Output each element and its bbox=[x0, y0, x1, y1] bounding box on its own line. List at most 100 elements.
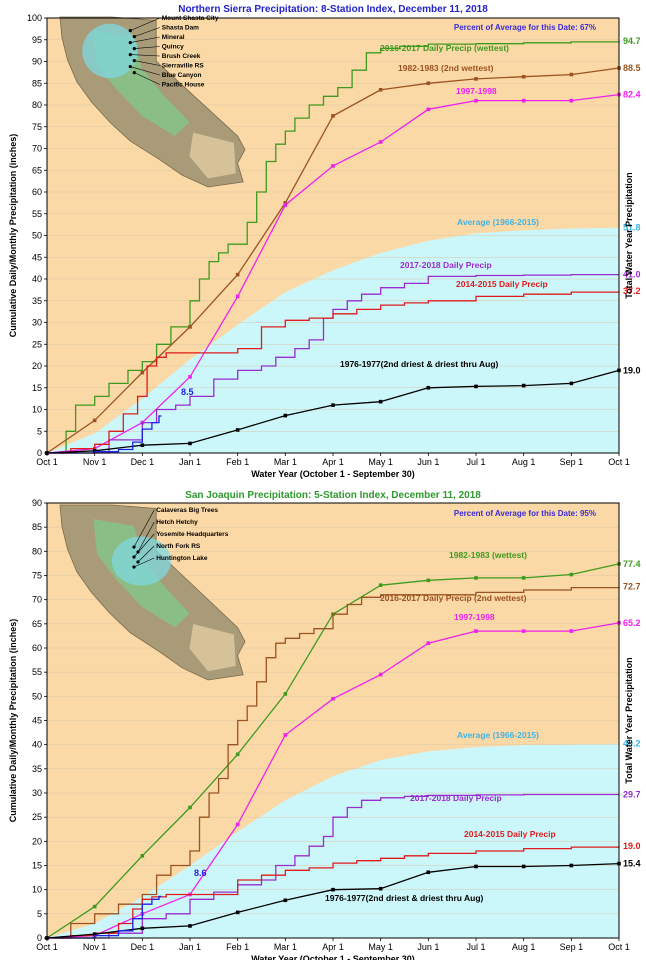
station-dot bbox=[132, 545, 136, 549]
station-marker: Pacific House bbox=[132, 71, 205, 89]
data-point bbox=[521, 864, 526, 869]
series-end-value: 94.7 bbox=[623, 36, 641, 46]
x-tick-label: May 1 bbox=[368, 942, 393, 952]
data-point bbox=[283, 203, 288, 207]
san-joaquin-chart: Calaveras Big Trees Hetch Hetchy Yosemite … bbox=[8, 490, 641, 960]
series-end-value: 82.4 bbox=[623, 90, 641, 100]
desert-region bbox=[189, 132, 236, 179]
station-label: Quincy bbox=[162, 44, 184, 51]
station-leader bbox=[134, 46, 160, 49]
data-point bbox=[92, 418, 97, 423]
y-tick-label: 55 bbox=[32, 209, 42, 219]
station-leader bbox=[130, 17, 160, 31]
series-line bbox=[47, 895, 162, 939]
series-end-value: 77.4 bbox=[623, 559, 641, 569]
data-point bbox=[426, 81, 431, 86]
series-line bbox=[47, 273, 619, 454]
y-tick-label: 45 bbox=[32, 252, 42, 262]
data-point bbox=[235, 428, 240, 432]
series-label: 1976-1977(2nd driest & driest thru Aug) bbox=[340, 359, 499, 369]
data-point bbox=[92, 449, 97, 453]
station-leader bbox=[130, 54, 160, 57]
data-point bbox=[521, 383, 526, 388]
x-tick-label: Jul 1 bbox=[466, 457, 485, 467]
data-point bbox=[378, 140, 383, 144]
data-point bbox=[426, 578, 431, 583]
data-point bbox=[569, 863, 574, 868]
y-tick-label: 65 bbox=[32, 619, 42, 629]
y-tick-label: 25 bbox=[32, 812, 42, 822]
x-tick-label: Oct 1 bbox=[36, 942, 58, 952]
plot-border bbox=[46, 17, 620, 454]
current-year-label: 8.5 bbox=[181, 387, 194, 397]
x-tick-label: Apr 1 bbox=[322, 457, 344, 467]
station-leader bbox=[133, 533, 155, 558]
series-end-value: 19.0 bbox=[623, 841, 641, 851]
station-marker: Shasta Dam bbox=[132, 25, 199, 39]
x-tick-label: Nov 1 bbox=[83, 942, 107, 952]
x-tick-label: Aug 1 bbox=[512, 942, 536, 952]
chart-title: Northern Sierra Precipitation: 8-Station… bbox=[178, 4, 488, 15]
y-tick-label: 20 bbox=[32, 836, 42, 846]
station-marker: Huntington Lake bbox=[132, 555, 208, 569]
y-axis: 0 5 10 15 20 25 30 35 40 45 50 55 60 65 70 75 80 85 90 bbox=[32, 498, 47, 943]
average-label: Average (1966-2015) bbox=[457, 217, 539, 227]
y-tick-label: 75 bbox=[32, 122, 42, 132]
station-label: Hetch Hetchy bbox=[156, 519, 198, 526]
station-leader bbox=[134, 27, 160, 37]
data-point bbox=[283, 898, 288, 903]
station-label: Shasta Dam bbox=[162, 25, 199, 32]
x-tick-label: Sep 1 bbox=[560, 942, 584, 952]
california-map: Calaveras Big Trees Hetch Hetchy Yosemite … bbox=[59, 504, 246, 681]
watershed-area bbox=[111, 536, 171, 586]
y-tick-label: 50 bbox=[32, 231, 42, 241]
station-marker: Brush Creek bbox=[128, 53, 201, 60]
station-leader bbox=[130, 36, 160, 43]
x-tick-label: Jan 1 bbox=[179, 457, 201, 467]
data-point bbox=[378, 399, 383, 404]
y-tick-label: 0 bbox=[37, 933, 42, 943]
series-2018-2019: 8.5 bbox=[47, 387, 194, 454]
series-label: 1982-1983 (wettest) bbox=[449, 550, 527, 560]
station-dot bbox=[128, 29, 132, 33]
data-point bbox=[331, 403, 335, 407]
x-tick-label: Jun 1 bbox=[417, 942, 439, 952]
station-label: Blue Canyon bbox=[162, 72, 202, 79]
series-label: 1997-1998 bbox=[456, 86, 497, 96]
station-dot bbox=[132, 71, 136, 75]
y-tick-label: 85 bbox=[32, 522, 42, 532]
x-tick-label: Oct 1 bbox=[608, 942, 630, 952]
y-tick-label: 100 bbox=[27, 13, 42, 23]
series-line bbox=[47, 41, 620, 454]
series-label: 1997-1998 bbox=[454, 612, 495, 622]
data-point bbox=[283, 733, 288, 737]
series-label: 2016-2017 Daily Precip (2nd wettest) bbox=[380, 593, 527, 603]
series-2016-2017-daily-precip-wettest: 2016-2017 Daily Precip (wettest) 94.7 bbox=[47, 36, 641, 454]
x-axis: Oct 1 Nov 1 Dec 1 Jan 1 Feb 1 Mar 1 Apr 1 May 1… bbox=[36, 938, 630, 952]
series-label: 2016-2017 Daily Precip (wettest) bbox=[380, 43, 509, 53]
data-point bbox=[235, 752, 240, 757]
percent-of-average: Percent of Average for this Date: 67% bbox=[454, 23, 596, 32]
x-tick-label: Jan 1 bbox=[179, 942, 201, 952]
data-point bbox=[188, 441, 192, 446]
station-leader bbox=[133, 509, 155, 548]
data-point bbox=[140, 926, 145, 931]
y-tick-label: 60 bbox=[32, 187, 42, 197]
y-tick-label: 20 bbox=[32, 361, 42, 371]
data-point bbox=[283, 201, 288, 205]
series-2017-2018-daily-precip: 2017-2018 Daily Precip 29.7 bbox=[47, 789, 641, 939]
data-point bbox=[474, 629, 478, 633]
x-tick-label: Aug 1 bbox=[512, 457, 536, 467]
watershed-area bbox=[82, 23, 138, 79]
series-end-value: 19.0 bbox=[623, 365, 641, 375]
x-tick-label: Mar 1 bbox=[274, 942, 297, 952]
series-label: 2014-2015 Daily Precip bbox=[464, 829, 556, 839]
station-label: Sierraville RS bbox=[162, 63, 205, 70]
data-point bbox=[569, 572, 574, 577]
series-line bbox=[47, 846, 620, 939]
y-tick-label: 80 bbox=[32, 100, 42, 110]
station-marker: Yosemite Headquarters bbox=[132, 531, 229, 559]
data-point bbox=[235, 910, 240, 915]
x-tick-label: Nov 1 bbox=[83, 457, 107, 467]
series-line bbox=[47, 586, 620, 939]
